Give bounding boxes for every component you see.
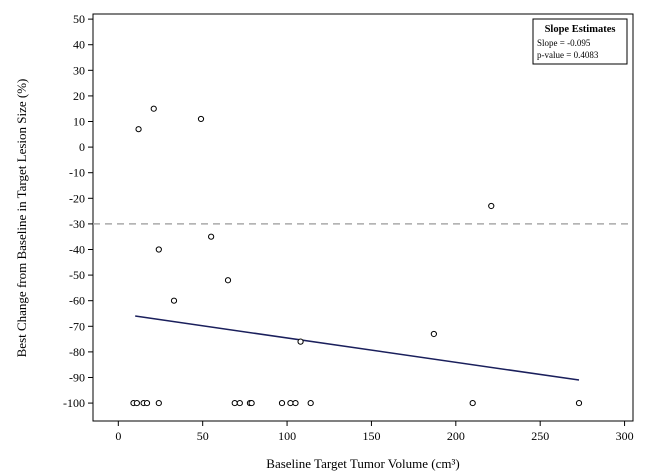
y-tick-label: -10 (69, 166, 85, 180)
x-tick-label: 50 (197, 429, 209, 443)
data-point (170, 297, 178, 304)
data-point (469, 399, 476, 407)
x-tick-label: 250 (531, 429, 549, 443)
data-point (292, 399, 299, 407)
legend-slope: Slope = -0.095 (537, 38, 591, 48)
data-point (287, 399, 294, 407)
data-point (197, 115, 205, 123)
data-point (133, 399, 140, 407)
y-tick-label: -70 (69, 319, 85, 333)
regression-line (135, 315, 580, 381)
legend-title: Slope Estimates (545, 24, 616, 35)
x-tick-label: 300 (616, 429, 634, 443)
y-tick-label: -100 (63, 396, 85, 410)
data-point (297, 338, 304, 345)
data-point (155, 246, 162, 253)
data-point (236, 399, 243, 407)
legend-frame (532, 18, 628, 65)
y-axis-title: Best Change from Baseline in Target Lesi… (14, 79, 29, 358)
legend-pvalue: p-value = 0.4083 (537, 50, 599, 60)
data-point (143, 399, 151, 407)
y-tick-label: 40 (73, 38, 85, 52)
y-tick-label: 20 (73, 89, 85, 103)
y-tick-label: -90 (69, 370, 85, 384)
x-tick-label: 0 (115, 429, 121, 443)
data-point (231, 399, 238, 407)
data-point (575, 399, 583, 407)
x-tick-label: 200 (447, 429, 465, 443)
x-tick-label: 150 (362, 429, 380, 443)
data-point (224, 277, 232, 284)
y-tick-label: -40 (69, 242, 85, 256)
data-point (150, 105, 157, 112)
y-axis: 50 40 30 20 10 0 -10 -20 -30 -40 -50 -60 -70 -80 -90 -1… (63, 12, 93, 410)
x-axis-title: Baseline Target Tumor Volume (cm³) (266, 456, 459, 471)
y-tick-label: -60 (69, 294, 85, 308)
data-point (135, 126, 142, 133)
plot-frame (92, 13, 634, 422)
data-point (307, 399, 314, 407)
legend-box: Slope Estimates Slope = -0.095 p-value =… (532, 18, 628, 65)
data-point (155, 399, 162, 407)
y-tick-label: 0 (79, 140, 85, 154)
y-tick-label: -50 (69, 268, 85, 282)
y-tick-label: -80 (69, 345, 85, 359)
data-point (278, 399, 286, 407)
data-point (488, 202, 495, 210)
y-tick-label: 30 (73, 63, 85, 77)
data-point (248, 399, 255, 407)
data-point (430, 330, 437, 338)
y-tick-label: 50 (73, 12, 85, 26)
data-point (208, 233, 215, 240)
points-layer (130, 105, 583, 407)
y-tick-label: 10 (73, 115, 85, 129)
regression-line-layer (135, 315, 580, 381)
y-tick-label: -20 (69, 191, 85, 205)
y-tick-label: -30 (69, 217, 85, 231)
x-axis: 0 50 100 150 200 250 300 (115, 421, 634, 443)
x-tick-label: 100 (278, 429, 296, 443)
